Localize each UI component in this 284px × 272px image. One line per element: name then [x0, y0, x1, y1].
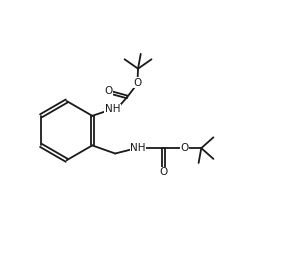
- Text: O: O: [160, 167, 168, 177]
- Text: NH: NH: [130, 143, 146, 153]
- Text: O: O: [133, 78, 142, 88]
- Text: O: O: [181, 143, 189, 153]
- Text: O: O: [104, 86, 112, 96]
- Text: NH: NH: [105, 104, 120, 114]
